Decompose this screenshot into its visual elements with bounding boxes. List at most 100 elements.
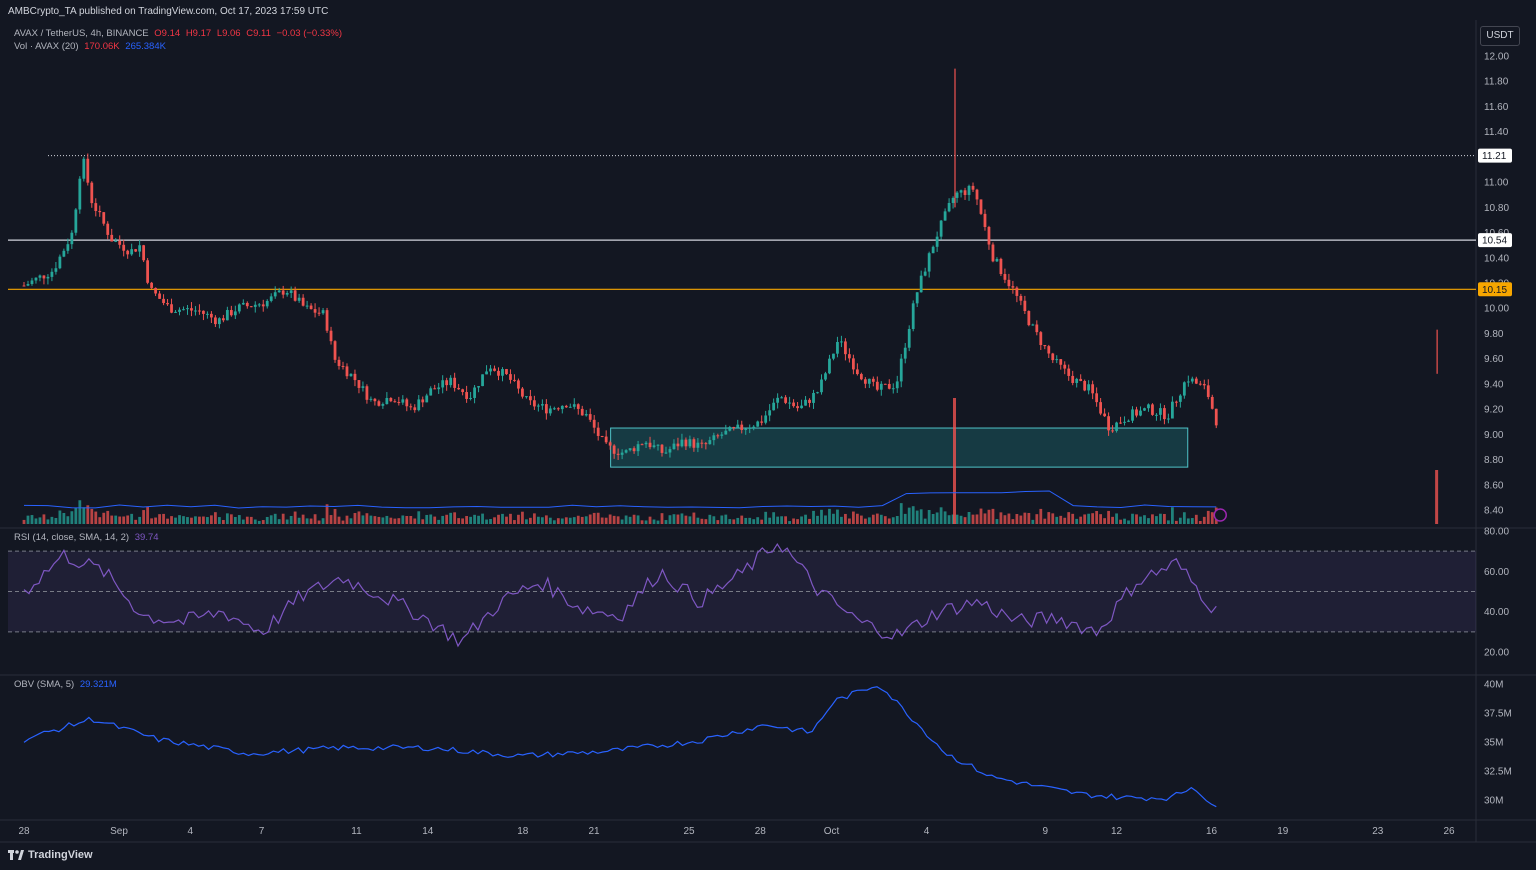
volume-bar — [98, 517, 102, 524]
candle-body — [505, 369, 508, 375]
candle-body — [210, 313, 213, 318]
candle-body — [592, 419, 596, 428]
volume-bar — [1186, 518, 1190, 524]
candle-body — [313, 309, 317, 313]
volume-bar — [1027, 512, 1031, 524]
alert-icon — [1213, 508, 1227, 522]
price-tick-label: 9.00 — [1484, 430, 1504, 441]
candle-body — [82, 158, 86, 179]
candle-body — [333, 341, 337, 360]
obv-legend: OBV (SMA, 5) 29.321M — [14, 679, 120, 690]
level-label-bg — [1478, 148, 1512, 163]
rsi-tick-label: 20.00 — [1484, 648, 1509, 659]
tradingview-logo-icon — [8, 850, 24, 860]
candle-body — [955, 192, 959, 198]
candle-body — [293, 290, 297, 301]
volume-bar — [194, 516, 197, 524]
volume-bar — [122, 516, 126, 524]
candle-body — [943, 211, 947, 221]
brand-label: TradingView — [28, 849, 93, 861]
candle-body — [540, 404, 544, 406]
volume-bar — [437, 519, 441, 524]
candle-body — [656, 444, 660, 446]
candle-body — [951, 197, 955, 203]
obv-tick-label: 40M — [1484, 680, 1503, 691]
volume-bar — [883, 516, 887, 524]
volume-bar — [859, 515, 863, 524]
volume-bar — [696, 517, 700, 524]
candle-body — [824, 373, 827, 380]
candle-body — [692, 439, 696, 448]
candle-body — [233, 311, 237, 316]
candle-body — [162, 298, 165, 304]
volume-bar — [624, 515, 628, 524]
volume-bar — [210, 515, 213, 524]
volume-bar — [265, 516, 269, 524]
volume-bar — [552, 520, 556, 524]
candle-body — [353, 373, 357, 381]
volume-bar — [190, 517, 193, 524]
price-tick-label: 8.80 — [1484, 455, 1504, 466]
volume-bar — [600, 517, 604, 524]
volume-bar — [1163, 513, 1166, 524]
candle-body — [134, 249, 138, 252]
candle-body — [1099, 402, 1103, 414]
price-legend: AVAX / TetherUS, 4h, BINANCE O9.14 H9.17… — [14, 28, 345, 39]
volume-bar — [249, 516, 253, 524]
volume-bar — [1151, 514, 1154, 524]
candle-body — [995, 258, 999, 262]
tradingview-logo[interactable]: TradingView — [8, 849, 93, 861]
volume-bar — [891, 517, 895, 524]
candle-body — [883, 383, 887, 385]
candle-body — [967, 185, 971, 195]
candle-body — [672, 443, 676, 450]
x-tick-label: 28 — [18, 826, 30, 837]
candle-body — [321, 310, 325, 314]
candle-body — [257, 304, 261, 306]
volume-bar — [612, 515, 616, 524]
candle-body — [1035, 324, 1039, 333]
volume-bar — [1071, 513, 1075, 524]
candle-body — [445, 380, 449, 386]
volume-bar — [672, 514, 676, 524]
candle-body — [309, 305, 313, 310]
volume-bar — [1083, 514, 1087, 524]
volume-bar — [293, 511, 297, 524]
volume-bar — [652, 519, 656, 524]
candle-body — [1091, 384, 1095, 394]
volume-bar — [564, 517, 568, 524]
candle-body — [1139, 410, 1142, 416]
candle-body — [931, 246, 935, 254]
volume-bar — [748, 517, 752, 524]
volume-bar — [186, 517, 189, 524]
volume-bar — [1127, 520, 1130, 524]
volume-bar — [1023, 512, 1027, 524]
volume-bar — [1043, 518, 1047, 524]
candle-body — [241, 302, 245, 305]
volume-bar — [473, 514, 476, 524]
candle-body — [688, 439, 692, 447]
level-label-bg — [1478, 282, 1512, 297]
volume-bar — [752, 519, 756, 524]
currency-unit-button[interactable]: USDT — [1480, 26, 1520, 46]
x-tick-label: Oct — [824, 826, 840, 837]
volume-bar — [102, 512, 106, 524]
candle-body — [1095, 393, 1099, 403]
volume-bar — [373, 516, 377, 524]
candle-body — [1143, 408, 1146, 411]
volume-bar — [903, 513, 907, 524]
volume-bar — [525, 519, 528, 524]
candle-body — [477, 386, 480, 388]
candle-body — [836, 341, 839, 354]
candle-body — [202, 310, 205, 314]
volume-bar — [198, 516, 201, 524]
volume-bar — [656, 520, 660, 524]
volume-bar — [389, 517, 393, 524]
volume-bar — [616, 516, 620, 524]
candle-body — [297, 297, 301, 301]
candle-body — [249, 306, 253, 308]
volume-bar — [740, 515, 744, 524]
volume-bar — [162, 513, 165, 524]
candle-body — [437, 387, 441, 390]
